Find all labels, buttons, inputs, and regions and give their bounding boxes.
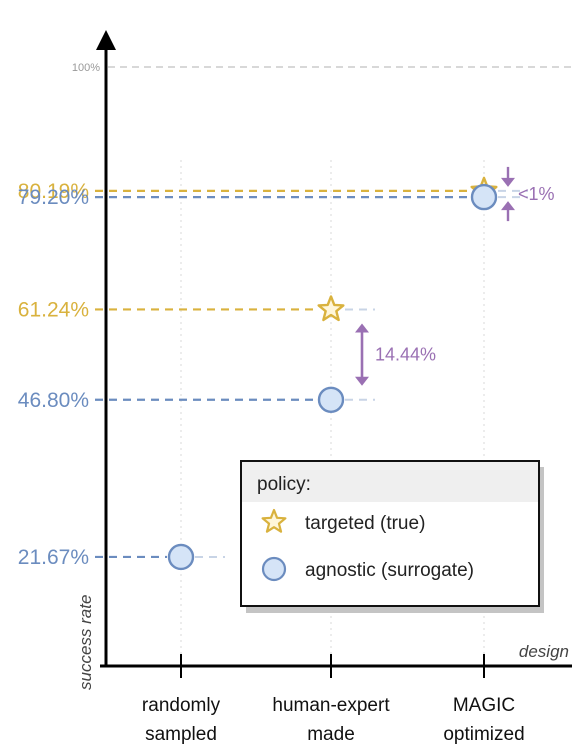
x-tick-label-0-1: sampled — [145, 724, 217, 745]
gap-arrow-bottom-head — [501, 201, 515, 211]
legend-circle-icon — [261, 556, 287, 582]
circle-point-0 — [167, 543, 195, 571]
value-label-1-1: 46.80% — [18, 389, 89, 412]
x-tick-label-1-0: human-expert — [272, 695, 390, 716]
diff-label-1444: 14.44% — [375, 345, 436, 365]
x-tick-label-2-0: MAGIC — [453, 695, 515, 716]
value-label-1-0: 21.67% — [18, 546, 89, 569]
legend-label-agnostic: agnostic (surrogate) — [305, 560, 474, 581]
legend-label-targeted: targeted (true) — [305, 513, 425, 534]
star-point-0 — [317, 295, 345, 322]
value-label-0-1: 80.19% — [18, 180, 89, 203]
diff-arrow-head-bottom — [355, 376, 369, 386]
gap-arrow-top-head — [501, 177, 515, 187]
legend-title: policy: — [257, 474, 311, 495]
legend-header — [242, 462, 538, 502]
reference-label-100: 100% — [72, 62, 100, 74]
diff-arrow-head-top — [355, 323, 369, 333]
circle-point-2 — [470, 183, 498, 211]
y-axis-arrow — [96, 30, 116, 50]
x-tick-label-2-1: optimized — [443, 724, 524, 745]
value-label-0-0: 61.24% — [18, 298, 89, 321]
x-tick-label-0-0: randomly — [142, 695, 221, 716]
value-label-1-2: 79.20% — [18, 186, 89, 209]
legend-star-icon — [261, 508, 287, 533]
circle-point-1 — [317, 386, 345, 413]
x-tick-label-1-1: made — [307, 724, 355, 745]
y-axis-label: success rate — [76, 595, 95, 690]
gap-label-lt1: <1% — [518, 184, 555, 204]
x-axis-label: design — [519, 642, 569, 661]
